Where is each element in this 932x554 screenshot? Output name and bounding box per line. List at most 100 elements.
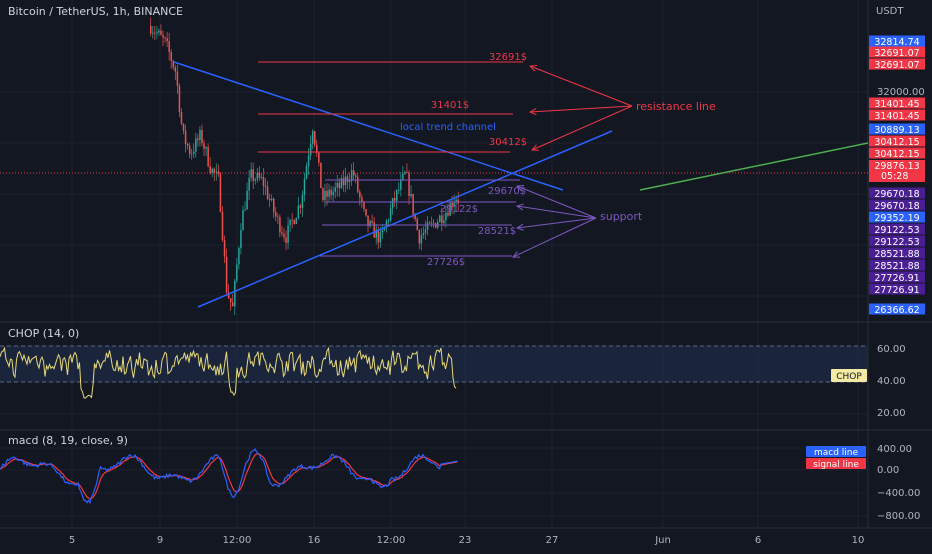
candle-body [332,191,334,196]
price-tag [869,97,925,109]
candle-body [449,202,451,216]
resistance-level-label: 30412$ [489,137,527,148]
candle-body [287,225,289,243]
candle-body [297,205,300,218]
price-tag [869,123,925,135]
candle-body [264,186,267,187]
candle-body [402,173,404,180]
candle-body [371,220,373,223]
candle-body [215,171,218,173]
candle-body [154,32,156,34]
candle-body [229,298,232,303]
candle-body [289,219,291,226]
candle-body [240,230,242,248]
price-tag-label: 27726.91 [874,273,919,284]
candle-body [268,198,271,201]
price-tag [869,211,925,223]
candle-body [344,176,347,186]
candle-body [357,176,359,192]
support-arrow-head [515,223,524,231]
candle-body [217,171,220,175]
candle-body [330,189,332,196]
symbol-title[interactable]: Bitcoin / TetherUS, 1h, BINANCE [8,5,183,18]
price-tag-label: 32691.07 [874,48,919,59]
price-tag-label: 29670.18 [874,189,919,200]
drawings[interactable]: 32691$ 31401$ 30412$ 29670$ 29122$28521$ 2772… [173,52,868,308]
candle-body [180,112,183,124]
price-tag-label: 29876.13 [874,161,919,172]
trend-channel-label: local trend channel [400,122,496,133]
price-tag [869,46,925,58]
candle-body [365,208,367,216]
price-tag-label: 26366.62 [874,305,919,316]
candle-body [389,208,392,221]
price-tag [869,271,925,283]
signal-line[interactable] [0,453,458,500]
support-level-label: 27726$ [427,257,465,268]
candle-body [334,187,336,192]
candle-body [227,292,230,299]
time-tick: 10 [852,535,865,546]
macd-tick: −400.00 [877,488,920,499]
price-tag [869,223,925,235]
candle-body [316,144,318,153]
price-tags: 32814.7432691.0732691.0731401.4531401.45… [869,35,925,316]
candle-body [439,215,441,222]
price-tag [869,235,925,247]
chop-title[interactable]: CHOP (14, 0) [8,327,79,340]
candle-body [201,129,203,144]
candle-body [178,85,181,113]
candle-body [355,175,357,177]
chop-line[interactable] [0,346,457,399]
candle-body [420,235,423,244]
candle-body [350,170,353,181]
candle-body [270,198,273,201]
support-arrow [516,217,597,229]
candle-body [307,155,310,167]
candle-body [340,178,343,189]
resistance-arrow-head [530,144,540,151]
candle-body [211,168,213,173]
candle-body [381,230,384,233]
candle-body [324,190,326,201]
resistance-arrow [529,105,633,113]
price-tag-label: 27726.91 [874,285,919,296]
candle-body [182,123,185,131]
candle-body [404,171,406,174]
time-tick: 5 [69,535,75,546]
candle-body [283,233,285,238]
candle-body [424,229,427,233]
time-tick: 12:00 [223,535,252,546]
macd-title[interactable]: macd (8, 19, close, 9) [8,434,128,447]
price-tag-label: 29122.53 [874,237,919,248]
candle-body [232,302,234,307]
candle-body [186,143,189,146]
macd-legend-swatch [806,446,866,457]
signal-legend-swatch [806,458,866,469]
candle-body [236,264,238,281]
macd-legend-label: macd line [814,448,859,458]
candle-body [168,41,170,53]
candles[interactable] [150,17,459,316]
candle-body [254,179,257,181]
currency-label: USDT [876,6,904,17]
chop-tick: 20.00 [877,408,906,419]
price-tag [869,58,925,70]
price-tag-countdown: 05:28 [881,171,908,182]
candle-body [250,169,252,178]
candle-body [430,222,433,224]
candle-body [377,229,380,243]
candle-body [416,218,418,231]
candle-body [443,220,445,224]
candle-body [441,215,443,224]
price-tag [869,199,925,211]
candle-body [246,190,248,210]
candle-body [342,178,345,186]
candle-body [193,151,195,154]
candle-body [238,247,240,265]
candle-body [223,239,226,257]
macd-line[interactable] [0,448,458,505]
macd-tick: 0.00 [877,465,899,476]
